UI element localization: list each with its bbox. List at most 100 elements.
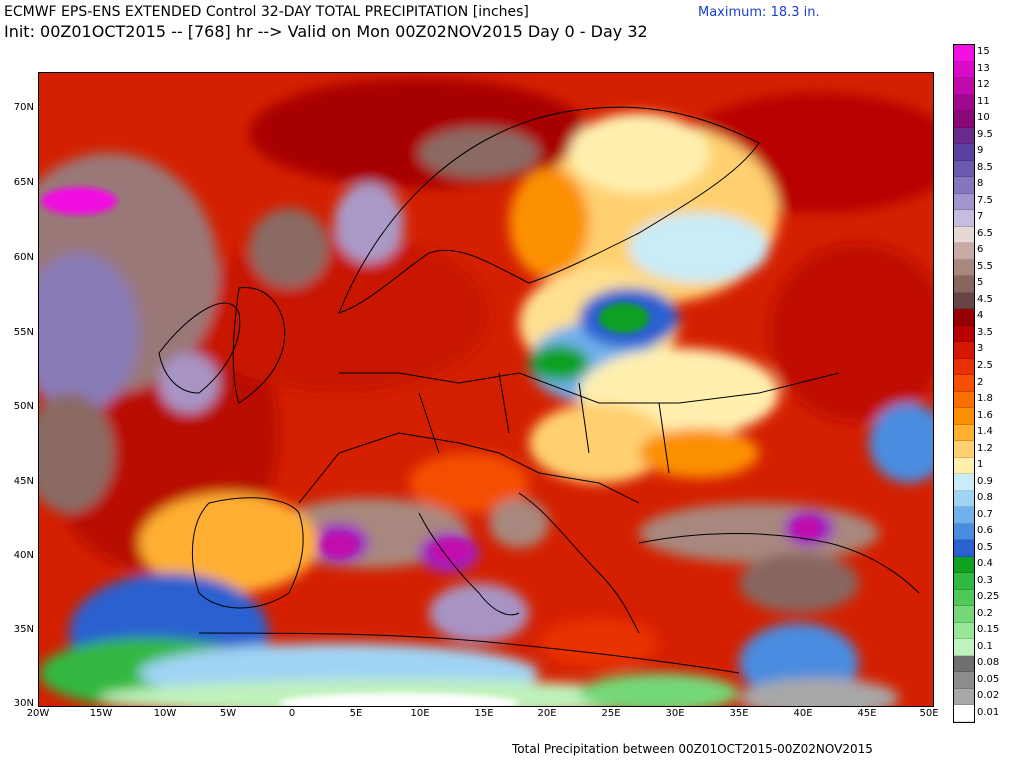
legend-swatch — [954, 358, 974, 376]
legend-label: 0.2 — [977, 607, 993, 619]
legend-label: 1.8 — [977, 393, 993, 404]
legend-label: 6.5 — [977, 227, 993, 239]
lon-label: 5E — [349, 708, 363, 719]
lon-label: 5W — [219, 708, 237, 719]
lat-label: 45N — [13, 476, 34, 487]
lon-label: 45E — [857, 708, 877, 719]
legend-swatch — [954, 490, 974, 508]
lon-label: 10E — [410, 708, 430, 719]
legend-label: 6 — [977, 244, 984, 256]
lat-label: 70N — [13, 102, 34, 113]
legend-label: 4 — [977, 310, 984, 322]
legend-swatch — [954, 292, 974, 310]
legend-label: 7.5 — [977, 194, 993, 206]
legend-swatch — [954, 391, 974, 409]
legend-swatch — [954, 639, 974, 656]
lon-label: 15W — [89, 708, 113, 719]
legend-label: 0.02 — [977, 690, 1000, 702]
lat-label: 55N — [13, 327, 34, 338]
legend-label: 4.5 — [977, 293, 993, 305]
lat-label: 60N — [13, 252, 34, 263]
legend-label: 3.5 — [977, 326, 993, 338]
legend-swatch — [954, 589, 974, 607]
lon-label: 20E — [537, 708, 557, 719]
legend-label: 0.01 — [977, 706, 1000, 718]
legend-swatch — [954, 259, 974, 277]
footer-caption: Total Precipitation between 00Z01OCT2015… — [512, 742, 873, 756]
legend-label: 0.6 — [977, 525, 993, 537]
legend-swatch — [954, 424, 974, 442]
lon-label: 15E — [474, 708, 494, 719]
legend-label: 2.5 — [977, 359, 993, 371]
legend-label: 1 — [977, 459, 984, 471]
legend-swatch — [954, 556, 974, 574]
legend-swatch — [954, 523, 974, 541]
legend-swatch — [954, 457, 974, 475]
legend-label: 0.05 — [977, 673, 1000, 685]
legend-label: 2 — [977, 376, 984, 388]
legend-swatch — [954, 342, 974, 359]
legend-swatch — [954, 474, 974, 491]
legend-label: 13 — [977, 62, 990, 74]
legend-swatch — [954, 160, 974, 178]
legend-label: 8 — [977, 178, 984, 190]
legend-label: 0.5 — [977, 541, 993, 553]
legend-swatch — [954, 78, 974, 95]
legend-swatch — [954, 193, 974, 211]
legend-swatch — [954, 705, 974, 722]
lon-label: 10W — [153, 708, 177, 719]
legend-swatch — [954, 325, 974, 343]
legend-swatch — [954, 573, 974, 590]
legend-swatch — [954, 655, 974, 673]
legend-swatch — [954, 441, 974, 458]
legend-swatch — [954, 375, 974, 392]
legend-swatch — [954, 688, 974, 706]
legend-label: 9.5 — [977, 128, 993, 140]
coastline-outlines — [158, 106, 920, 674]
legend-swatch — [954, 94, 974, 112]
lon-label: 25E — [601, 708, 621, 719]
legend-label: 0.7 — [977, 508, 993, 520]
legend-swatch — [954, 606, 974, 623]
legend-swatch — [954, 243, 974, 260]
legend-swatch — [954, 226, 974, 244]
maximum-label: Maximum: 18.3 in. — [698, 5, 820, 20]
legend-swatch — [954, 408, 974, 425]
color-legend — [953, 44, 975, 723]
legend-label: 0.8 — [977, 492, 993, 504]
legend-swatch — [954, 144, 974, 161]
legend-swatch — [954, 540, 974, 557]
legend-swatch — [954, 127, 974, 145]
legend-swatch — [954, 672, 974, 689]
legend-label: 9 — [977, 145, 984, 157]
lat-label: 65N — [13, 177, 34, 188]
legend-swatch — [954, 507, 974, 524]
legend-label: 11 — [977, 95, 990, 107]
legend-label: 1.2 — [977, 442, 993, 454]
precipitation-field — [0, 73, 959, 718]
legend-swatch — [954, 276, 974, 293]
lon-label: 50E — [919, 708, 939, 719]
legend-swatch — [954, 309, 974, 326]
legend-label: 0.08 — [977, 657, 1000, 669]
lat-label: 50N — [13, 401, 34, 412]
lon-label: 35E — [729, 708, 749, 719]
lon-label: 20W — [26, 708, 50, 719]
lon-label: 30E — [665, 708, 685, 719]
legend-swatch — [954, 111, 974, 128]
legend-label: 12 — [977, 79, 990, 91]
lat-label: 35N — [13, 624, 34, 635]
legend-label: 0.15 — [977, 624, 1000, 636]
legend-label: 5 — [977, 277, 984, 289]
lat-label: 30N — [13, 698, 34, 709]
legend-swatch — [954, 210, 974, 227]
lon-label: 0 — [288, 708, 296, 719]
legend-label: 5.5 — [977, 260, 993, 272]
chart-subtitle: Init: 00Z01OCT2015 -- [768] hr --> Valid… — [4, 22, 648, 41]
lon-label: 40E — [793, 708, 813, 719]
legend-label: 1.6 — [977, 409, 993, 421]
precipitation-map — [0, 72, 959, 718]
legend-swatch — [954, 177, 974, 194]
legend-label: 3 — [977, 343, 984, 355]
legend-label: 15 — [977, 46, 990, 58]
